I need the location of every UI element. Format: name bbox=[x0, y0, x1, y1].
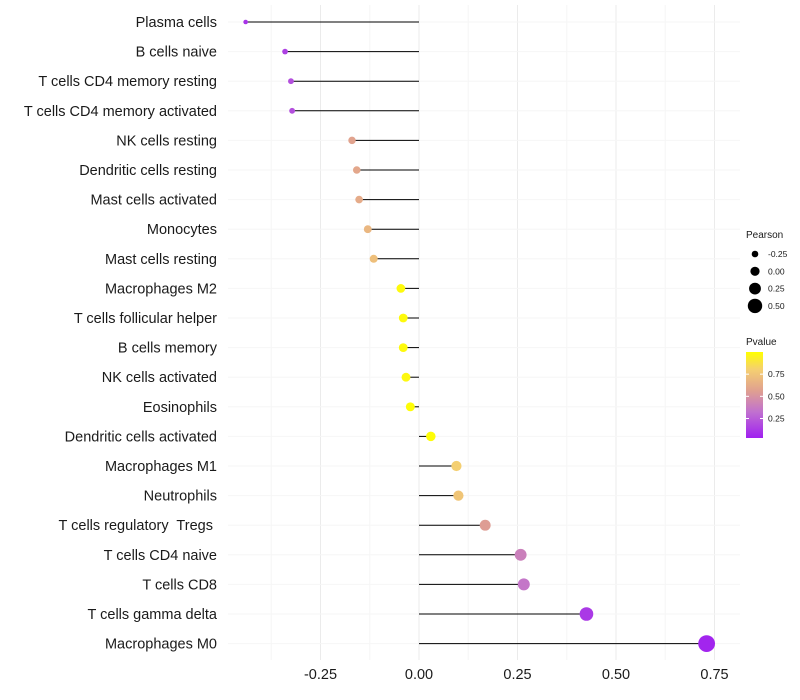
x-tick-label: 0.00 bbox=[405, 667, 433, 683]
data-point bbox=[517, 578, 530, 591]
data-point bbox=[426, 431, 436, 442]
data-point bbox=[579, 607, 594, 621]
y-axis-labels: Plasma cells B cells naive T cells CD4 mem… bbox=[24, 15, 218, 653]
category-label: B cells memory bbox=[118, 341, 218, 357]
color-legend-label: 0.75 bbox=[768, 369, 785, 379]
size-legend-label: 0.25 bbox=[768, 284, 785, 294]
category-label: B cells naive bbox=[136, 45, 217, 61]
data-point bbox=[348, 136, 356, 145]
category-label: Mast cells resting bbox=[105, 252, 217, 268]
size-legend-key bbox=[749, 282, 761, 295]
data-point bbox=[243, 19, 248, 25]
category-label: T cells CD4 naive bbox=[104, 548, 217, 564]
category-label: Plasma cells bbox=[136, 15, 217, 31]
data-point bbox=[698, 635, 716, 652]
data-point bbox=[451, 460, 462, 472]
category-label: Macrophages M1 bbox=[105, 459, 217, 475]
data-point bbox=[289, 107, 296, 114]
size-legend-key bbox=[747, 298, 763, 314]
category-label: T cells CD4 memory resting bbox=[38, 74, 217, 90]
color-legend-bar bbox=[746, 352, 763, 438]
points-layer bbox=[243, 19, 716, 652]
x-axis-labels: -0.25 0.00 0.25 0.50 0.75 bbox=[304, 667, 729, 683]
category-label: T cells regulatory Tregs bbox=[59, 518, 218, 534]
color-legend-label: 0.25 bbox=[768, 413, 785, 423]
x-tick-label: 0.75 bbox=[700, 667, 728, 683]
stems-layer bbox=[245, 21, 707, 645]
data-point bbox=[355, 195, 363, 204]
data-point bbox=[398, 343, 408, 352]
category-label: Monocytes bbox=[147, 222, 217, 238]
category-label: Macrophages M2 bbox=[105, 281, 217, 297]
category-label: Dendritic cells resting bbox=[79, 163, 217, 179]
category-label: Dendritic cells activated bbox=[65, 429, 217, 445]
color-legend-label: 0.50 bbox=[768, 391, 785, 401]
category-label: T cells CD4 memory activated bbox=[24, 104, 217, 120]
data-point bbox=[363, 225, 372, 234]
category-label: Eosinophils bbox=[143, 400, 217, 416]
category-label: Neutrophils bbox=[144, 489, 217, 505]
data-point bbox=[453, 490, 464, 501]
color-legend: Pvalue 0.25 0.50 0.75 bbox=[746, 337, 785, 438]
size-legend-label: -0.25 bbox=[768, 249, 788, 259]
color-legend-title: Pvalue bbox=[746, 337, 777, 348]
data-point bbox=[479, 519, 491, 531]
size-legend-title: Pearson bbox=[746, 230, 783, 241]
size-legend-key bbox=[750, 266, 760, 276]
category-label: T cells gamma delta bbox=[88, 607, 218, 623]
category-label: T cells follicular helper bbox=[74, 311, 217, 327]
x-tick-label: 0.25 bbox=[503, 667, 531, 683]
data-point bbox=[369, 254, 378, 263]
data-point bbox=[514, 548, 527, 561]
data-point bbox=[396, 284, 406, 293]
x-tick-label: -0.25 bbox=[304, 667, 337, 683]
category-label: NK cells activated bbox=[102, 370, 217, 386]
data-point bbox=[288, 78, 294, 85]
data-point bbox=[282, 48, 288, 55]
x-tick-label: 0.50 bbox=[602, 667, 630, 683]
category-label: T cells CD8 bbox=[142, 577, 217, 593]
data-point bbox=[398, 313, 408, 323]
grid-layer bbox=[228, 5, 740, 660]
size-legend-label: 0.50 bbox=[768, 301, 785, 311]
category-label: Macrophages M0 bbox=[105, 637, 217, 653]
size-legend-key bbox=[751, 250, 759, 258]
size-legend-label: 0.00 bbox=[768, 266, 785, 276]
category-label: Mast cells activated bbox=[90, 193, 217, 209]
data-point bbox=[405, 402, 415, 412]
data-point bbox=[352, 166, 361, 174]
data-point bbox=[401, 372, 411, 382]
size-legend: Pearson -0.25 0.00 0.25 0.50 bbox=[746, 230, 788, 314]
category-label: NK cells resting bbox=[116, 133, 217, 149]
